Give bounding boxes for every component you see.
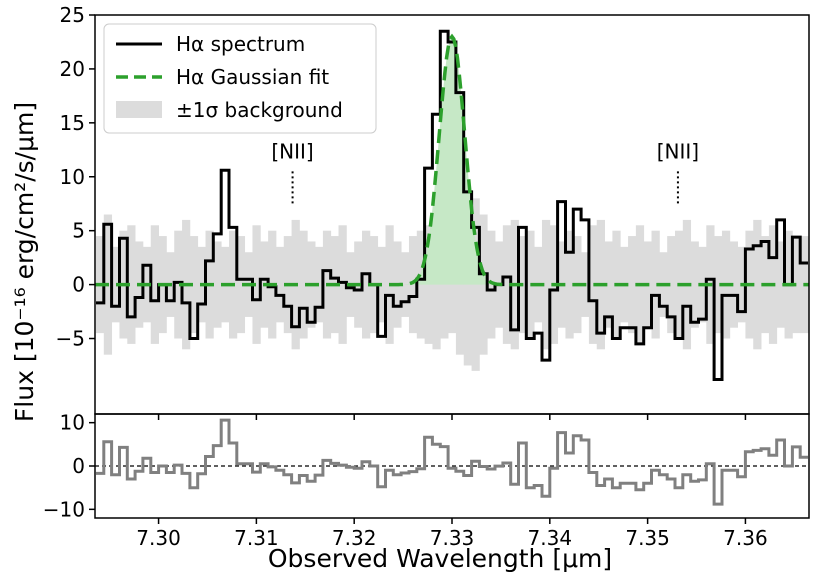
x-tick-label: 7.35	[625, 526, 670, 550]
legend-spectrum-label: Hα spectrum	[176, 32, 305, 56]
residual-y-ticks: −10 0 10	[43, 411, 95, 521]
main-panel: [NII] [NII] −5 0 5 10 15 20 25 Hα spectrum Hα …	[56, 3, 810, 420]
background-bin	[315, 246, 324, 323]
legend-frame	[103, 23, 377, 134]
background-bin	[628, 236, 637, 334]
nii-label-left: [NII]	[271, 139, 313, 163]
background-bin	[299, 230, 308, 339]
x-tick-label: 7.30	[136, 526, 181, 550]
background-bin	[792, 236, 801, 334]
background-bin	[111, 246, 120, 323]
background-bin	[338, 225, 347, 344]
residual-axes-frame	[94, 413, 810, 519]
background-bin	[362, 230, 371, 339]
background-bin	[753, 219, 762, 350]
background-bin	[174, 230, 183, 339]
main-x-ticks	[157, 414, 747, 420]
residual-y-tick-label: 0	[72, 454, 85, 478]
x-tick-label: 7.32	[332, 526, 377, 550]
main-y-tick-label: 25	[60, 3, 85, 27]
background-bin	[189, 236, 199, 334]
residual-line	[96, 418, 808, 506]
background-bin	[541, 219, 551, 350]
y-axis-label: Flux [10⁻¹⁶ erg/cm²/s/μm]	[10, 102, 39, 422]
nii-label-right: [NII]	[657, 139, 699, 163]
background-bin	[213, 241, 222, 328]
background-bin	[565, 230, 574, 339]
background-bin	[690, 241, 699, 328]
spectrum-line	[96, 29, 808, 381]
background-bin	[729, 241, 738, 328]
legend-background-swatch	[116, 101, 162, 118]
background-bin	[604, 241, 613, 328]
legend: Hα spectrum Hα Gaussian fit ±1σ backgrou…	[103, 23, 377, 134]
background-bin	[502, 225, 512, 344]
residual-panel: −10 0 10 7.30 7.31 7.32 7.33 7.34 7.35 7.36	[43, 411, 810, 550]
background-bin	[275, 246, 285, 323]
background-bin	[667, 236, 676, 334]
residual-y-tick-label: −10	[43, 497, 85, 521]
legend-background-label: ±1σ background	[176, 98, 343, 122]
background-bin	[776, 241, 785, 328]
gaussian-fit-line	[95, 33, 809, 287]
main-y-tick-label: 10	[60, 165, 85, 189]
background-bin	[651, 230, 660, 339]
background-bin	[714, 236, 723, 334]
residual-x-ticks: 7.30 7.31 7.32 7.33 7.34 7.35 7.36	[136, 518, 768, 550]
x-tick-label: 7.31	[234, 526, 279, 550]
gaussian-fill	[388, 36, 516, 285]
background-bin	[150, 225, 159, 344]
main-y-tick-label: 0	[72, 273, 85, 297]
main-y-tick-label: −5	[56, 327, 85, 351]
x-tick-label: 7.34	[528, 526, 573, 550]
residual-y-tick-label: 10	[60, 411, 85, 435]
x-tick-label: 7.36	[723, 526, 768, 550]
legend-fit-label: Hα Gaussian fit	[176, 65, 329, 89]
x-axis-label: Observed Wavelength [μm]	[268, 544, 612, 573]
main-y-tick-label: 5	[72, 219, 85, 243]
background-bin	[252, 225, 261, 344]
main-y-ticks: −5 0 5 10 15 20 25	[56, 3, 95, 351]
main-y-tick-label: 20	[60, 57, 85, 81]
background-bin	[236, 236, 246, 334]
background-bin	[588, 225, 598, 344]
background-bin	[127, 225, 136, 344]
x-tick-label: 7.33	[430, 526, 475, 550]
main-y-tick-label: 15	[60, 111, 85, 135]
